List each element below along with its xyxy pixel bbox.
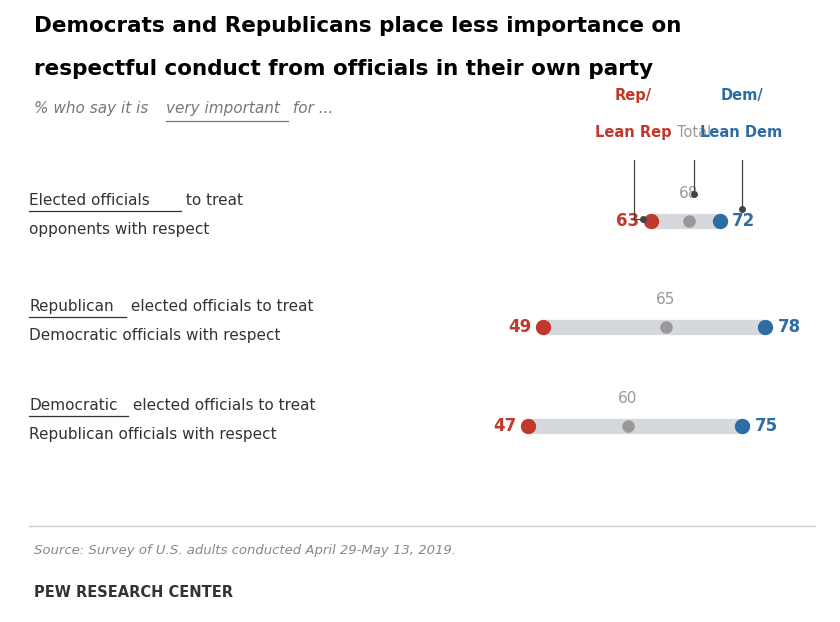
Text: 78: 78: [778, 318, 801, 335]
Text: Republican: Republican: [29, 299, 114, 313]
Text: elected officials to treat: elected officials to treat: [129, 398, 316, 413]
Text: 75: 75: [754, 417, 778, 435]
Text: elected officials to treat: elected officials to treat: [126, 299, 314, 313]
Text: Republican officials with respect: Republican officials with respect: [29, 427, 277, 442]
Text: 72: 72: [732, 212, 755, 230]
Text: 49: 49: [508, 318, 532, 335]
Text: Lean Dem: Lean Dem: [701, 125, 783, 140]
Text: for ...: for ...: [287, 101, 333, 116]
Text: very important: very important: [165, 101, 280, 116]
Text: Dem/: Dem/: [720, 88, 763, 103]
Text: Rep/: Rep/: [615, 88, 652, 103]
Text: Democratic: Democratic: [29, 398, 118, 413]
Text: Democrats and Republicans place less importance on: Democrats and Republicans place less imp…: [34, 16, 681, 35]
Text: Total: Total: [677, 125, 711, 140]
Text: 60: 60: [618, 391, 638, 406]
Text: 47: 47: [493, 417, 516, 435]
Text: respectful conduct from officials in their own party: respectful conduct from officials in the…: [34, 59, 653, 79]
Text: Lean Rep: Lean Rep: [596, 125, 672, 140]
Text: 63: 63: [616, 212, 638, 230]
Text: 68: 68: [680, 186, 699, 201]
Text: 65: 65: [656, 292, 675, 307]
Text: Democratic officials with respect: Democratic officials with respect: [29, 328, 281, 343]
Text: Source: Survey of U.S. adults conducted April 29-May 13, 2019.: Source: Survey of U.S. adults conducted …: [34, 544, 455, 557]
Text: opponents with respect: opponents with respect: [29, 222, 210, 237]
Text: PEW RESEARCH CENTER: PEW RESEARCH CENTER: [34, 585, 233, 600]
Text: to treat: to treat: [181, 193, 244, 208]
Text: % who say it is: % who say it is: [34, 101, 153, 116]
Text: Elected officials: Elected officials: [29, 193, 150, 208]
